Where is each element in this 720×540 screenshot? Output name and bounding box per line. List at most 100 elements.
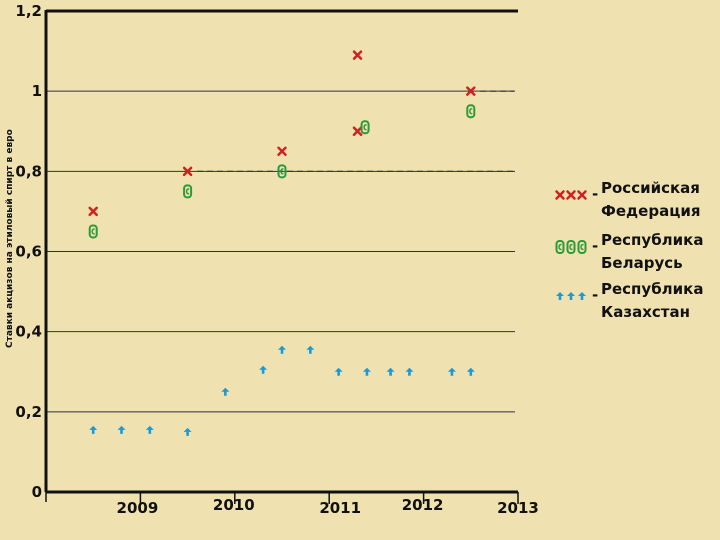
point-belarus-4 [466, 104, 476, 119]
y-tick-label-0: 0 [32, 483, 42, 501]
legend-entry-0: - Российская Федерация [555, 179, 700, 220]
legend-marker-1-0-inner [558, 243, 562, 251]
legend-dash-2: - [592, 286, 598, 304]
point-kazakhstan-1 [117, 425, 126, 434]
legend-dash-0: - [592, 185, 598, 203]
y-tick-label-4: 0,8 [15, 162, 42, 180]
point-russia-4 [352, 126, 363, 136]
legend-marker-1-1-inner [569, 243, 573, 251]
legend-marker-1-2-outer [577, 240, 587, 254]
legend-label-0-line1: Российская [601, 179, 700, 197]
data-points [88, 50, 476, 436]
point-russia-2-stroke-b [277, 146, 287, 157]
legend-marker-1-2 [577, 240, 587, 254]
y-tick-labels: 0 0,2 0,4 0,6 0,8 1 1,2 [15, 2, 42, 501]
legend-entry-1: - Республика Беларусь [555, 231, 703, 272]
point-kazakhstan-12-shape [447, 367, 456, 376]
point-kazakhstan-7-shape [306, 345, 315, 354]
legend-marker-1-1 [566, 240, 576, 254]
point-kazakhstan-6-shape [278, 345, 286, 354]
y-tick-label-3: 0,6 [15, 243, 42, 261]
point-belarus-1-outer [183, 184, 193, 199]
point-russia-3 [352, 50, 363, 60]
point-kazakhstan-0 [89, 425, 98, 434]
point-kazakhstan-13 [466, 367, 475, 376]
point-kazakhstan-1-shape [117, 425, 126, 434]
point-kazakhstan-4-shape [221, 387, 230, 396]
legend-label-0-line2: Федерация [601, 202, 700, 220]
legend-marker-1-0-outer [555, 240, 565, 254]
legend-marker-2-1 [567, 292, 575, 300]
legend-marker-0-2 [577, 190, 587, 200]
x-tick-label-0: 2009 [117, 499, 159, 517]
legend-label-2-line1: Республика [601, 280, 703, 298]
y-tick-label-1: 0,2 [15, 403, 42, 421]
point-russia-2 [277, 146, 287, 157]
legend-label-2-line2: Казахстан [601, 303, 690, 321]
point-kazakhstan-13-shape [466, 367, 475, 376]
point-kazakhstan-3 [183, 427, 192, 436]
point-belarus-2 [277, 164, 287, 179]
legend-marker-1-1-outer [566, 240, 576, 254]
y-axis-label: Ставки акцизов на этиловый спирт в евро [5, 129, 15, 348]
grid-lines [46, 90, 515, 413]
legend-marker-2-0-shape [556, 292, 564, 300]
point-russia-4-stroke-b [352, 126, 363, 136]
point-belarus-0-inner [91, 228, 95, 235]
x-tick-label-4: 2013 [497, 499, 539, 517]
point-belarus-1-inner [185, 188, 190, 195]
point-belarus-0-outer [88, 224, 98, 239]
legend-marker-1-2-inner [580, 243, 584, 251]
point-russia-0 [88, 206, 98, 217]
legend-marker-2-1-shape [567, 292, 575, 300]
point-belarus-3-outer [360, 120, 370, 135]
point-kazakhstan-2-shape [145, 425, 154, 434]
legend-marker-2-2 [578, 292, 586, 300]
legend-marker-1-0 [555, 240, 565, 254]
legend-marker-2-2-shape [578, 292, 586, 300]
y-tick-label-6: 1,2 [15, 2, 42, 20]
point-kazakhstan-8 [334, 367, 343, 376]
point-kazakhstan-4 [221, 387, 230, 396]
legend-label-1-line1: Республика [601, 231, 703, 249]
point-belarus-2-outer [277, 164, 287, 179]
legend-dash-1: - [592, 237, 598, 255]
point-belarus-3 [360, 120, 370, 135]
legend-marker-2-0 [556, 292, 564, 300]
point-belarus-4-outer [466, 104, 476, 119]
point-russia-3-stroke-b [352, 50, 363, 60]
point-kazakhstan-2 [145, 425, 154, 434]
legend-label-1-line2: Беларусь [601, 254, 683, 272]
point-kazakhstan-5 [259, 365, 268, 374]
point-russia-5 [466, 86, 476, 96]
axes [44, 9, 519, 504]
point-belarus-3-inner [363, 124, 367, 131]
point-kazakhstan-9-shape [362, 367, 371, 376]
point-russia-0-stroke-b [88, 206, 98, 217]
point-kazakhstan-11 [405, 367, 414, 376]
point-russia-1 [182, 166, 193, 177]
y-tick-label-5: 1 [32, 82, 42, 100]
point-kazakhstan-3-shape [183, 427, 192, 436]
legend-marker-0-2-stroke-b [577, 190, 587, 200]
point-russia-1-stroke-b [182, 166, 193, 177]
x-tick-label-2: 2011 [319, 499, 361, 517]
legend-marker-0-0-stroke-b [555, 190, 565, 200]
legend-marker-0-1-stroke-b [566, 190, 576, 200]
legend-entry-2: - Республика Казахстан [556, 280, 703, 321]
point-kazakhstan-9 [362, 367, 371, 376]
point-russia-5-stroke-b [466, 86, 476, 96]
x-tick-labels: 2009 2010 2011 2012 2013 [117, 496, 539, 517]
x-tick-label-1: 2010 [213, 496, 255, 514]
reference-lines [197, 90, 514, 172]
point-belarus-2-inner [280, 168, 284, 175]
point-kazakhstan-11-shape [405, 367, 414, 376]
point-kazakhstan-8-shape [334, 367, 343, 376]
point-belarus-1 [183, 184, 193, 199]
point-kazakhstan-7 [306, 345, 315, 354]
legend-marker-0-1 [566, 190, 576, 200]
y-tick-label-2: 0,4 [15, 323, 42, 341]
point-kazakhstan-5-shape [259, 365, 268, 374]
